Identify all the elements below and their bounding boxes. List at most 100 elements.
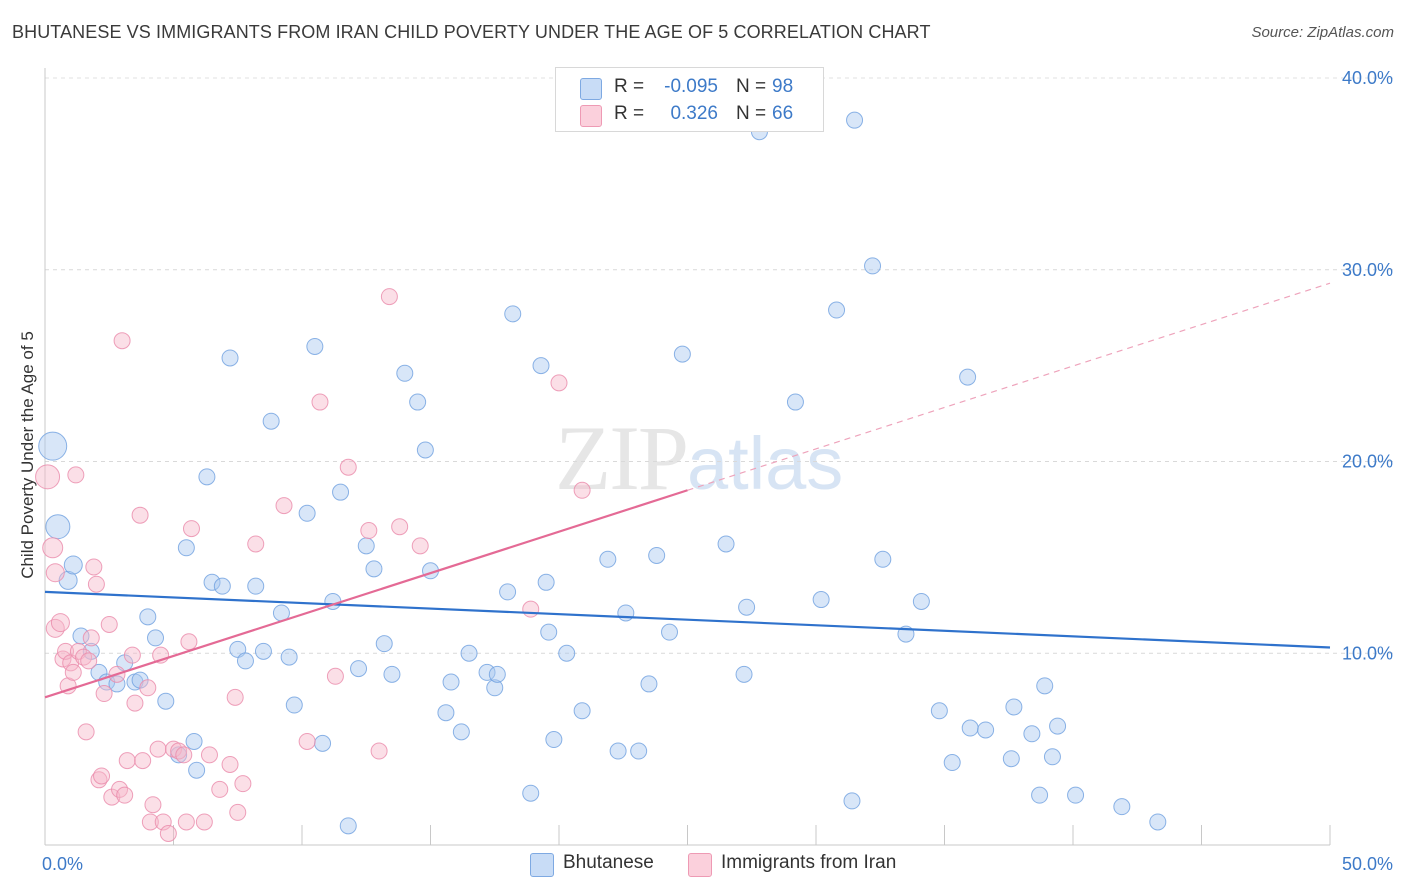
scatter-point (262, 412, 280, 430)
scatter-point (247, 577, 265, 595)
scatter-point (116, 786, 134, 804)
scatter-point (211, 780, 229, 798)
scatter-point (298, 732, 316, 750)
scatter-point (314, 734, 332, 752)
scatter-point (64, 663, 82, 681)
scatter-point (195, 813, 213, 831)
scatter-point (149, 740, 167, 758)
legend-swatch-bhutanese (580, 78, 602, 100)
scatter-point (175, 746, 193, 764)
scatter-point (45, 618, 65, 638)
series-iran-points (35, 288, 591, 842)
scatter-point (234, 775, 252, 793)
y-tick-label: 10.0% (1342, 643, 1393, 663)
scatter-point (735, 665, 753, 683)
scatter-point (182, 520, 200, 538)
scatter-point (306, 337, 324, 355)
scatter-point (221, 755, 239, 773)
scatter-point (396, 364, 414, 382)
watermark-atlas: atlas (687, 422, 844, 505)
scatter-point (360, 522, 378, 540)
scatter-point (85, 558, 103, 576)
scatter-point (537, 573, 555, 591)
scatter-point (100, 615, 118, 633)
trend-line-iran-extension (687, 282, 1331, 491)
scatter-point (188, 761, 206, 779)
scatter-point (843, 792, 861, 810)
scatter-point (532, 357, 550, 375)
scatter-point (828, 301, 846, 319)
scatter-point (134, 752, 152, 770)
chart-title: BHUTANESE VS IMMIGRANTS FROM IRAN CHILD … (12, 22, 931, 42)
x-tick-label-max: 50.0% (1342, 854, 1393, 874)
scatter-point (67, 466, 85, 484)
scatter-point (177, 539, 195, 557)
scatter-point (609, 742, 627, 760)
scatter-point (159, 824, 177, 842)
scatter-point (63, 555, 83, 575)
scatter-point (959, 368, 977, 386)
scatter-point (411, 537, 429, 555)
scatter-point (1149, 813, 1167, 831)
scatter-point (488, 665, 506, 683)
scatter-point (391, 518, 409, 536)
scatter-point (123, 646, 141, 664)
scatter-point (236, 652, 254, 670)
scatter-point (113, 332, 131, 350)
scatter-point (275, 497, 293, 515)
scatter-point (452, 723, 470, 741)
scatter-point (1005, 698, 1023, 716)
scatter-point (147, 629, 165, 647)
scatter-point (357, 537, 375, 555)
scatter-point (943, 754, 961, 772)
scatter-point (545, 731, 563, 749)
bottom-legend-iran[interactable]: Immigrants from Iran (688, 852, 928, 877)
legend-r-label: R = (614, 76, 645, 97)
scatter-point (486, 679, 504, 697)
scatter-point (717, 535, 735, 553)
trend-line-iran (44, 489, 688, 699)
scatter-point (157, 692, 175, 710)
scatter-point (1049, 717, 1067, 735)
scatter-point (339, 817, 357, 835)
scatter-point (478, 663, 496, 681)
bottom-legend-label: Bhutanese (563, 852, 654, 873)
scatter-point (1036, 677, 1054, 695)
legend-r-label: R = (614, 103, 645, 124)
bottom-legend-swatch-iran (688, 853, 712, 877)
scatter-point (365, 560, 383, 578)
scatter-point (383, 665, 401, 683)
scatter-point (1067, 786, 1085, 804)
scatter-point (185, 732, 203, 750)
legend-n-value: 66 (772, 103, 794, 124)
scatter-point (339, 458, 357, 476)
scatter-point (42, 537, 64, 559)
scatter-point (375, 635, 393, 653)
y-tick-label: 20.0% (1342, 452, 1393, 472)
correlation-legend: R = -0.095 N = 98 R = 0.326 N = 66 (555, 67, 824, 132)
scatter-point (617, 604, 635, 622)
legend-swatch-iran (580, 105, 602, 127)
scatter-point (203, 573, 221, 591)
scatter-point (200, 746, 218, 764)
x-tick-label-min: 0.0% (42, 854, 83, 874)
scatter-point (1023, 725, 1041, 743)
scatter-point (648, 546, 666, 564)
bottom-legend-bhutanese[interactable]: Bhutanese (530, 852, 670, 877)
scatter-point (864, 257, 882, 275)
scatter-point (738, 598, 756, 616)
scatter-point (144, 796, 162, 814)
scatter-point (80, 652, 98, 670)
zipatlas-watermark: ZIPatlas (555, 405, 843, 511)
scatter-point (977, 721, 995, 739)
bottom-legend-label: Immigrants from Iran (721, 852, 897, 873)
grid-lines (45, 77, 1393, 654)
scatter-point (786, 393, 804, 411)
scatter-point (416, 441, 434, 459)
scatter-point (38, 431, 68, 461)
scatter-point (573, 702, 591, 720)
scatter-point (139, 679, 157, 697)
scatter-point (229, 803, 247, 821)
scatter-point (673, 345, 691, 363)
legend-n-label: N = (736, 76, 767, 97)
